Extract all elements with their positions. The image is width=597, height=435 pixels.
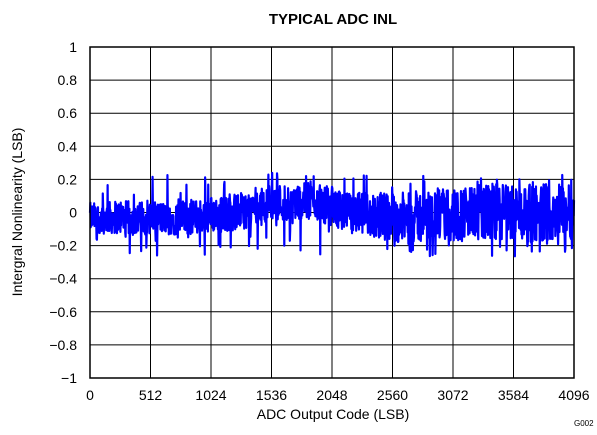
y-tick-label: 0.8 — [58, 72, 78, 88]
y-tick-label: 0.2 — [58, 171, 78, 187]
y-tick-label: −0.2 — [49, 238, 77, 254]
y-tick-label: −1 — [61, 370, 77, 386]
x-tick-label: 2048 — [316, 387, 347, 403]
y-tick-label: 0 — [69, 205, 77, 221]
x-tick-label: 4096 — [558, 387, 589, 403]
x-tick-label: 1024 — [195, 387, 226, 403]
y-tick-label: 0.4 — [58, 138, 78, 154]
x-axis-ticks: 0 512 1024 1536 2048 2560 3072 3584 4096 — [86, 387, 590, 403]
y-tick-label: 0.6 — [58, 105, 78, 121]
y-tick-label: −0.8 — [49, 337, 77, 353]
y-axis-label: Intergral Nonlinearity (LSB) — [9, 128, 25, 297]
x-tick-label: 0 — [86, 387, 94, 403]
x-axis-label: ADC Output Code (LSB) — [257, 406, 410, 422]
x-tick-label: 3072 — [437, 387, 468, 403]
inl-series — [88, 171, 576, 258]
chart-title: TYPICAL ADC INL — [269, 11, 397, 28]
plot-frame — [89, 46, 575, 379]
y-axis-ticks: −1 −0.8 −0.6 −0.4 −0.2 0 0.2 0.4 0.6 0.8 1 — [49, 39, 77, 386]
inl-trace — [88, 171, 576, 258]
x-tick-label: 3584 — [498, 387, 529, 403]
y-tick-label: −0.6 — [49, 304, 77, 320]
x-tick-label: 1536 — [256, 387, 287, 403]
x-tick-label: 512 — [139, 387, 163, 403]
y-tick-label: −0.4 — [49, 271, 77, 287]
y-tick-label: 1 — [69, 39, 77, 55]
figure-id-note: G002 — [574, 419, 594, 428]
x-tick-label: 2560 — [377, 387, 408, 403]
